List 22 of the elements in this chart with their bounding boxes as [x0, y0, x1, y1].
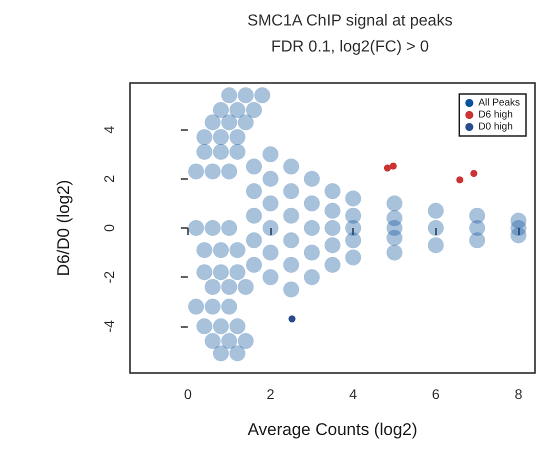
point: [390, 162, 397, 170]
y-axis-title: D6/D0 (log2): [54, 180, 73, 276]
chart-title: SMC1A ChIP signal at peaks: [247, 12, 453, 30]
y-tick-label: -4: [101, 320, 117, 333]
chart-subtitle: FDR 0.1, log2(FC) > 0: [271, 38, 430, 56]
x-tick-label: 4: [349, 386, 358, 402]
legend-label: D6 high: [478, 110, 513, 120]
y-tick-label: 2: [101, 174, 117, 183]
x-tick-label: 6: [432, 386, 440, 402]
point: [288, 315, 296, 322]
x-tick-label: 8: [514, 386, 523, 402]
x-tick-label: 2: [266, 386, 275, 402]
y-tick-label: 0: [101, 224, 117, 232]
legend-label: All Peaks: [478, 98, 520, 108]
x-tick-label: 0: [184, 386, 192, 402]
y-tick-label: 4: [101, 126, 117, 134]
point: [470, 170, 478, 177]
y-tick-label: -2: [101, 270, 117, 284]
point: [384, 164, 391, 172]
x-axis-title: Average Counts (log2): [248, 420, 418, 439]
legend-label: D0 high: [478, 122, 513, 132]
point: [456, 176, 464, 184]
